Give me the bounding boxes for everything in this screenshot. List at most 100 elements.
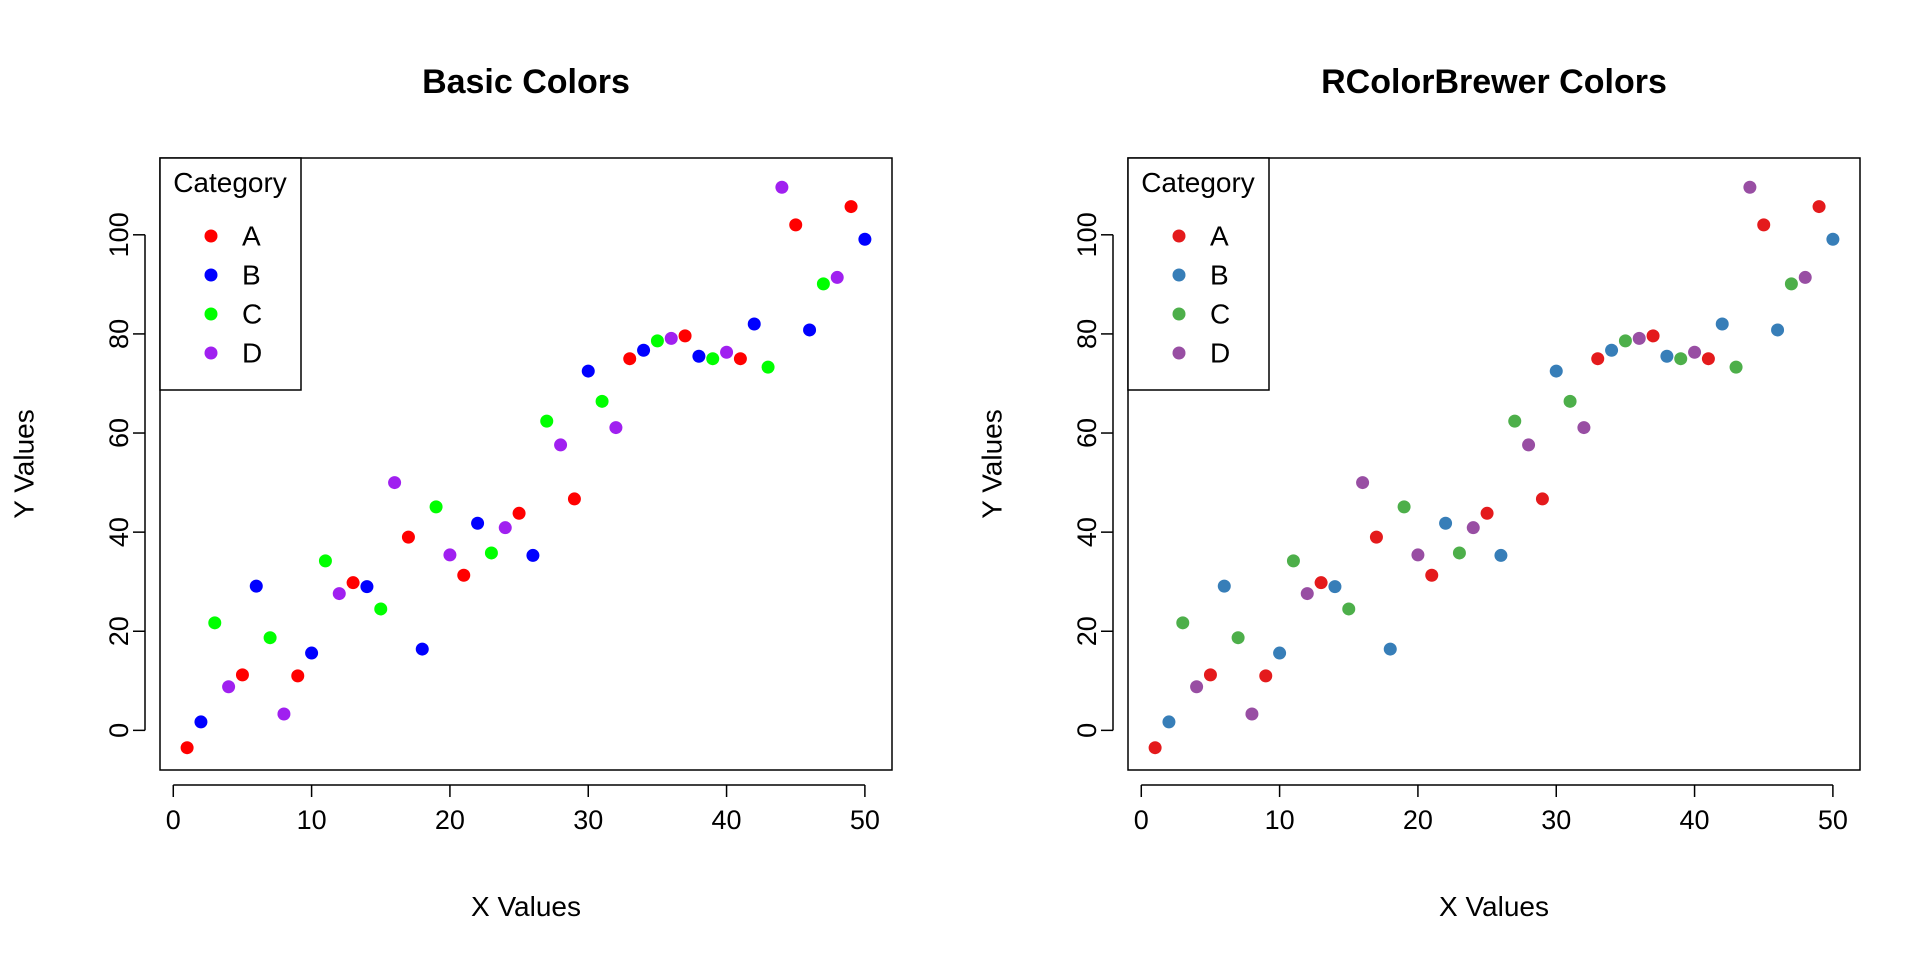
data-point [1784, 277, 1798, 291]
chart-panel-1: Basic Colors 0 10 20 30 40 50 X Values 0 20 40 60 80… [9, 63, 893, 922]
data-point [540, 414, 554, 428]
data-point [222, 680, 236, 694]
series-d [222, 180, 844, 721]
data-point [457, 568, 471, 582]
plot-frame [1127, 157, 1861, 771]
data-point [277, 707, 291, 721]
data-point [733, 352, 747, 366]
x-axis-label: X Values [1439, 891, 1549, 922]
legend-title: Category [173, 167, 287, 198]
legend-marker [204, 268, 218, 282]
data-point [249, 579, 263, 593]
data-point [1522, 438, 1536, 452]
data-point [263, 631, 277, 645]
data-point [1701, 352, 1715, 366]
data-point [512, 506, 526, 520]
legend-marker [1172, 268, 1186, 282]
data-point [1674, 352, 1688, 366]
data-point [1605, 343, 1619, 357]
data-point [1300, 587, 1314, 601]
y-tick-label: 40 [104, 517, 134, 547]
x-tick-label: 0 [1134, 805, 1149, 835]
data-point [1397, 500, 1411, 514]
data-point [1148, 741, 1162, 755]
data-point [1425, 568, 1439, 582]
legend-label: A [242, 221, 261, 252]
data-point [305, 646, 319, 660]
y-tick-label: 80 [1072, 319, 1102, 349]
data-point [1286, 554, 1300, 568]
data-point [1328, 580, 1342, 594]
legend-marker [204, 229, 218, 243]
y-tick-label: 80 [104, 319, 134, 349]
x-tick-label: 50 [1818, 805, 1848, 835]
data-point [1217, 579, 1231, 593]
data-point [1618, 334, 1632, 348]
data-point [761, 360, 775, 374]
data-point [650, 334, 664, 348]
data-point [706, 352, 720, 366]
data-point [1549, 364, 1563, 378]
legend-label: C [1210, 299, 1230, 330]
data-point [1688, 345, 1702, 359]
y-tick-label: 20 [1072, 616, 1102, 646]
y-tick-label: 100 [1072, 212, 1102, 257]
data-point [830, 270, 844, 284]
series-c [208, 277, 830, 645]
legend-label: A [1210, 221, 1229, 252]
chart-title: Basic Colors [422, 63, 630, 101]
data-point [1743, 180, 1757, 194]
data-point [1452, 546, 1466, 560]
data-point [1660, 349, 1674, 363]
data-point [208, 616, 222, 630]
y-tick-label: 60 [1072, 418, 1102, 448]
x-tick-label: 30 [1541, 805, 1571, 835]
data-point [858, 232, 872, 246]
chart-title: RColorBrewer Colors [1321, 63, 1667, 101]
data-point [1535, 492, 1549, 506]
y-tick-label: 0 [104, 723, 134, 738]
data-point [401, 530, 415, 544]
y-tick-label: 20 [104, 616, 134, 646]
data-point [1466, 521, 1480, 535]
x-tick-label: 10 [1265, 805, 1295, 835]
data-point [1245, 707, 1259, 721]
data-point [1826, 232, 1840, 246]
data-point [1729, 360, 1743, 374]
x-tick-label: 40 [1680, 805, 1710, 835]
legend-label: D [242, 338, 262, 369]
data-point [595, 394, 609, 408]
data-point [388, 476, 402, 490]
data-point [1273, 646, 1287, 660]
series-a [180, 200, 858, 755]
x-tick-label: 20 [1403, 805, 1433, 835]
data-point [1771, 323, 1785, 337]
plot-frame [159, 157, 893, 771]
y-tick-label: 100 [104, 212, 134, 257]
x-tick-label: 0 [166, 805, 181, 835]
series-d [1190, 180, 1812, 721]
data-point [803, 323, 817, 337]
data-point [332, 587, 346, 601]
data-point [1563, 394, 1577, 408]
data-point [1383, 642, 1397, 656]
data-point [1342, 602, 1356, 616]
data-point [692, 349, 706, 363]
data-point [1757, 218, 1771, 232]
data-point [291, 669, 305, 683]
legend-label: D [1210, 338, 1230, 369]
legend-marker [1172, 307, 1186, 321]
y-tick-label: 0 [1072, 723, 1102, 738]
x-tick-label: 10 [297, 805, 327, 835]
data-point [1162, 715, 1176, 729]
data-point [235, 668, 249, 682]
data-point [1591, 352, 1605, 366]
x-tick-label: 20 [435, 805, 465, 835]
series-b [194, 232, 872, 729]
data-point [567, 492, 581, 506]
legend-title: Category [1141, 167, 1255, 198]
data-point [180, 741, 194, 755]
data-point [623, 352, 637, 366]
data-point [609, 421, 623, 435]
